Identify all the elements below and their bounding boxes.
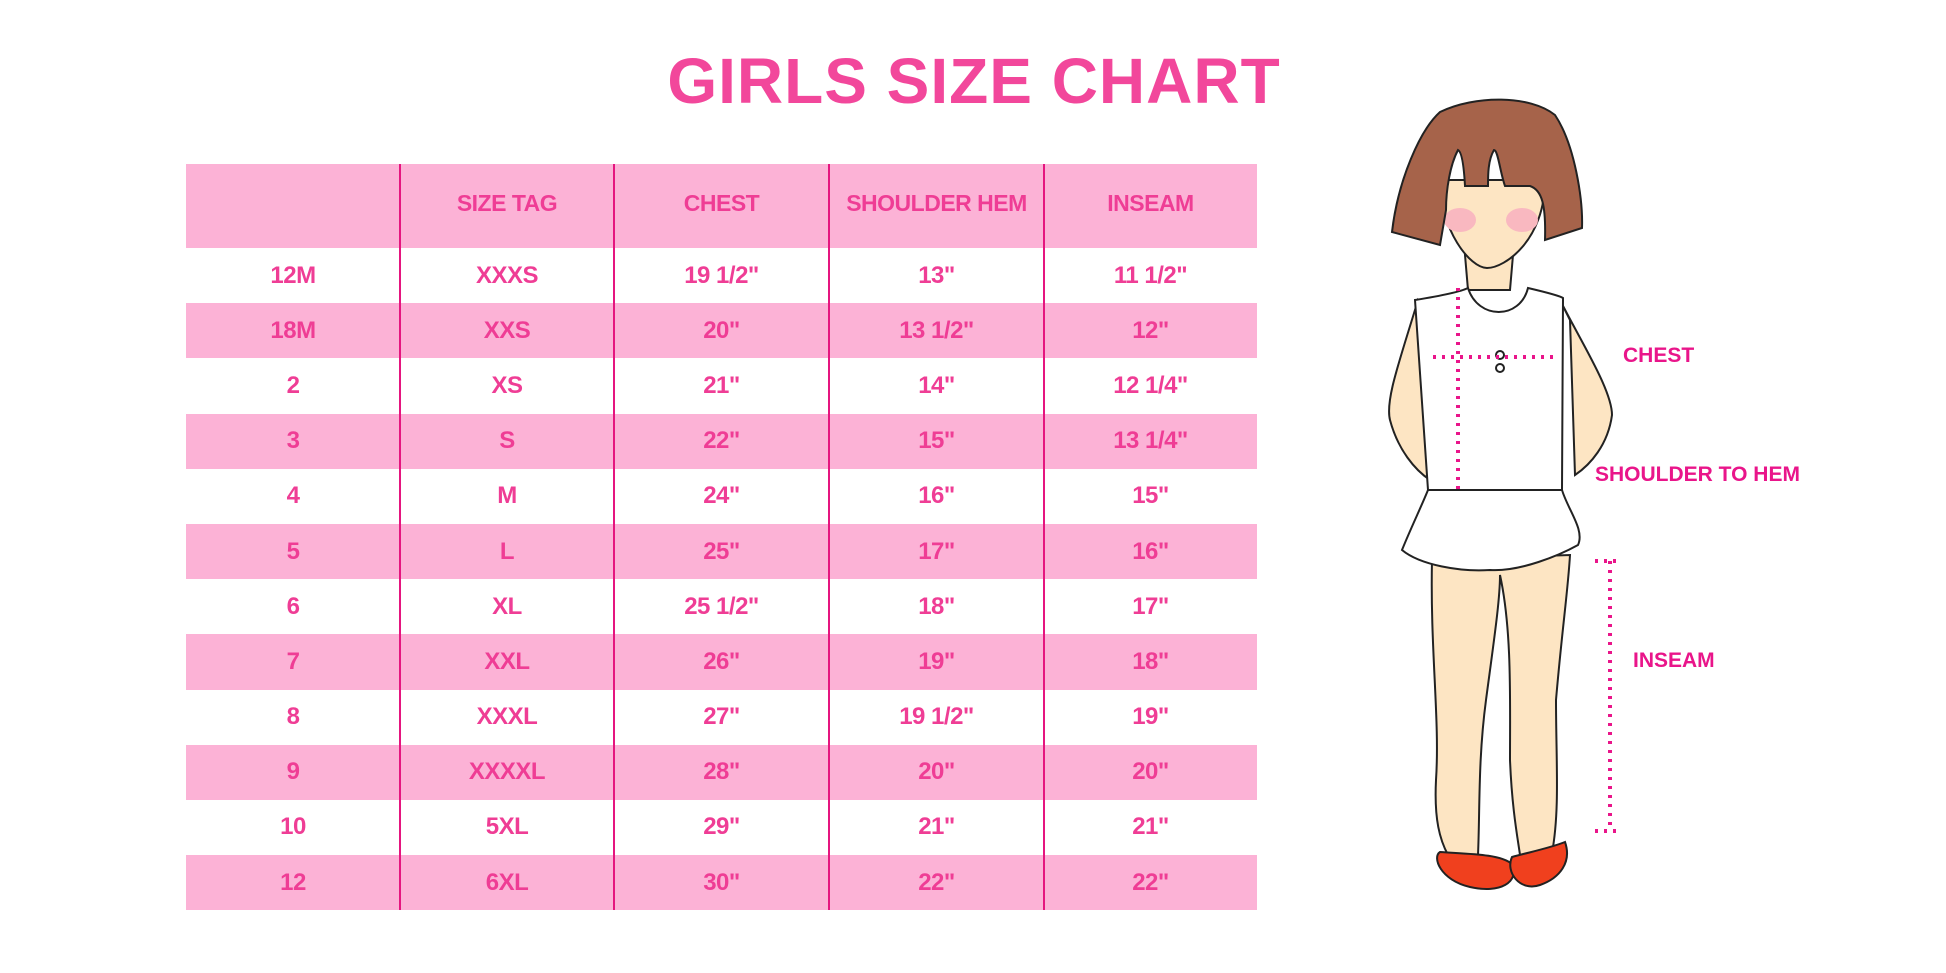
inseam-cell: 17" bbox=[1132, 592, 1169, 620]
chest-cell: 24" bbox=[703, 482, 740, 510]
chest-label: CHEST bbox=[1623, 344, 1695, 367]
size-chart-table: SIZE TAG CHEST SHOULDER HEM INSEAM 12M XX… bbox=[186, 164, 1257, 911]
header-cell: CHEST bbox=[683, 189, 760, 216]
shoulder-hem-cell: 20" bbox=[918, 758, 955, 786]
page-title: GIRLS SIZE CHART bbox=[667, 45, 1281, 117]
column-divider bbox=[613, 164, 615, 910]
header-cell: SHOULDER HEM bbox=[846, 189, 1027, 216]
table-row: 7 XXL 26" 19" 18" bbox=[186, 634, 1257, 690]
header-cell: SIZE TAG bbox=[456, 189, 558, 216]
shoulder-hem-cell: 22" bbox=[918, 868, 955, 896]
shoulder-hem-cell: 19 1/2" bbox=[899, 703, 974, 731]
size-tag-cell: XXL bbox=[484, 647, 530, 675]
size-cell: 12M bbox=[270, 261, 316, 289]
shirt bbox=[1400, 286, 1581, 572]
shoulder-hem-cell: 19" bbox=[918, 647, 955, 675]
hair bbox=[1390, 98, 1584, 247]
chest-cell: 21" bbox=[703, 371, 740, 399]
size-tag-cell: 5XL bbox=[485, 813, 529, 841]
shoulder-hem-cell: 16" bbox=[918, 482, 955, 510]
shoulder-hem-cell: 21" bbox=[918, 813, 955, 841]
size-cell: 12 bbox=[280, 868, 306, 896]
inseam-cell: 11 1/2" bbox=[1113, 261, 1188, 289]
size-cell: 2 bbox=[286, 371, 300, 399]
chest-cell: 25" bbox=[703, 537, 740, 565]
inseam-label: INSEAM bbox=[1633, 649, 1715, 672]
table-row: 10 5XL 29" 21" 21" bbox=[186, 800, 1257, 855]
shoe-left bbox=[1436, 850, 1515, 890]
arm-right bbox=[1559, 299, 1614, 477]
table-row: 12M XXXS 19 1/2" 13" 11 1/2" bbox=[186, 248, 1257, 303]
inseam-cell: 19" bbox=[1132, 703, 1169, 731]
column-divider bbox=[399, 164, 401, 910]
size-cell: 8 bbox=[286, 703, 300, 731]
table-row: 6 XL 25 1/2" 18" 17" bbox=[186, 579, 1257, 634]
size-tag-cell: XXXXL bbox=[468, 758, 546, 786]
chest-cell: 30" bbox=[703, 868, 740, 896]
size-cell: 9 bbox=[286, 758, 300, 786]
table-row: 3 S 22" 15" 13 1/4" bbox=[186, 413, 1257, 469]
table-row: 2 XS 21" 14" 12 1/4" bbox=[186, 358, 1257, 413]
chest-cell: 27" bbox=[703, 703, 740, 731]
chest-cell: 28" bbox=[703, 758, 740, 786]
inseam-cell: 15" bbox=[1132, 482, 1169, 510]
size-tag-cell: XL bbox=[492, 592, 522, 620]
size-tag-cell: M bbox=[497, 482, 517, 510]
table-header: SIZE TAG CHEST SHOULDER HEM INSEAM bbox=[186, 164, 1257, 248]
size-cell: 4 bbox=[286, 482, 300, 510]
legs bbox=[1430, 553, 1572, 857]
table-row: 18M XXS 20" 13 1/2" 12" bbox=[186, 303, 1257, 359]
shoulder-hem-cell: 15" bbox=[918, 427, 955, 455]
shoulder-hem-cell: 13" bbox=[918, 261, 955, 289]
shoe-right bbox=[1509, 840, 1568, 888]
header-cell: INSEAM bbox=[1107, 189, 1194, 216]
chest-cell: 25 1/2" bbox=[684, 592, 759, 620]
size-cell: 18M bbox=[270, 316, 316, 344]
shoulder-hem-cell: 13 1/2" bbox=[899, 316, 974, 344]
shoulder-hem-cell: 18" bbox=[918, 592, 955, 620]
table-row: 9 XXXXL 28" 20" 20" bbox=[186, 744, 1257, 800]
inseam-cell: 12" bbox=[1132, 316, 1169, 344]
size-cell: 3 bbox=[286, 427, 300, 455]
chest-cell: 26" bbox=[703, 647, 740, 675]
shoulder-hem-cell: 14" bbox=[918, 371, 955, 399]
size-cell: 10 bbox=[280, 813, 306, 841]
size-cell: 5 bbox=[286, 537, 300, 565]
size-tag-cell: 6XL bbox=[485, 868, 529, 896]
inseam-cell: 12 1/4" bbox=[1113, 371, 1188, 399]
inseam-cell: 21" bbox=[1132, 813, 1169, 841]
cheek bbox=[1444, 208, 1476, 232]
inseam-cell: 20" bbox=[1132, 758, 1169, 786]
size-tag-cell: XXXS bbox=[475, 261, 539, 289]
inseam-cell: 13 1/4" bbox=[1113, 427, 1188, 455]
girl-illustration bbox=[1388, 98, 1620, 890]
chest-cell: 19 1/2" bbox=[684, 261, 759, 289]
table-row: 8 XXXL 27" 19 1/2" 19" bbox=[186, 690, 1257, 745]
chest-cell: 20" bbox=[703, 316, 740, 344]
table-row: 5 L 25" 17" 16" bbox=[186, 523, 1257, 580]
inseam-cell: 18" bbox=[1132, 647, 1169, 675]
size-tag-cell: XS bbox=[491, 371, 523, 399]
column-divider bbox=[828, 164, 830, 910]
table-row: 12 6XL 30" 22" 22" bbox=[186, 855, 1257, 911]
cheek bbox=[1506, 208, 1538, 232]
size-tag-cell: S bbox=[499, 427, 515, 455]
size-tag-cell: L bbox=[499, 537, 515, 565]
inseam-cell: 16" bbox=[1132, 537, 1169, 565]
chest-cell: 22" bbox=[703, 427, 740, 455]
size-cell: 6 bbox=[286, 592, 300, 620]
button bbox=[1495, 363, 1505, 373]
size-tag-cell: XXXL bbox=[476, 703, 538, 731]
inseam-cell: 22" bbox=[1132, 868, 1169, 896]
shoulder-hem-cell: 17" bbox=[918, 537, 955, 565]
size-tag-cell: XXS bbox=[483, 316, 531, 344]
chest-cell: 29" bbox=[703, 813, 740, 841]
table-row: 4 M 24" 16" 15" bbox=[186, 469, 1257, 524]
size-cell: 7 bbox=[286, 647, 300, 675]
column-divider bbox=[1043, 164, 1045, 910]
shoulder-to-hem-label: SHOULDER TO HEM bbox=[1595, 463, 1800, 486]
